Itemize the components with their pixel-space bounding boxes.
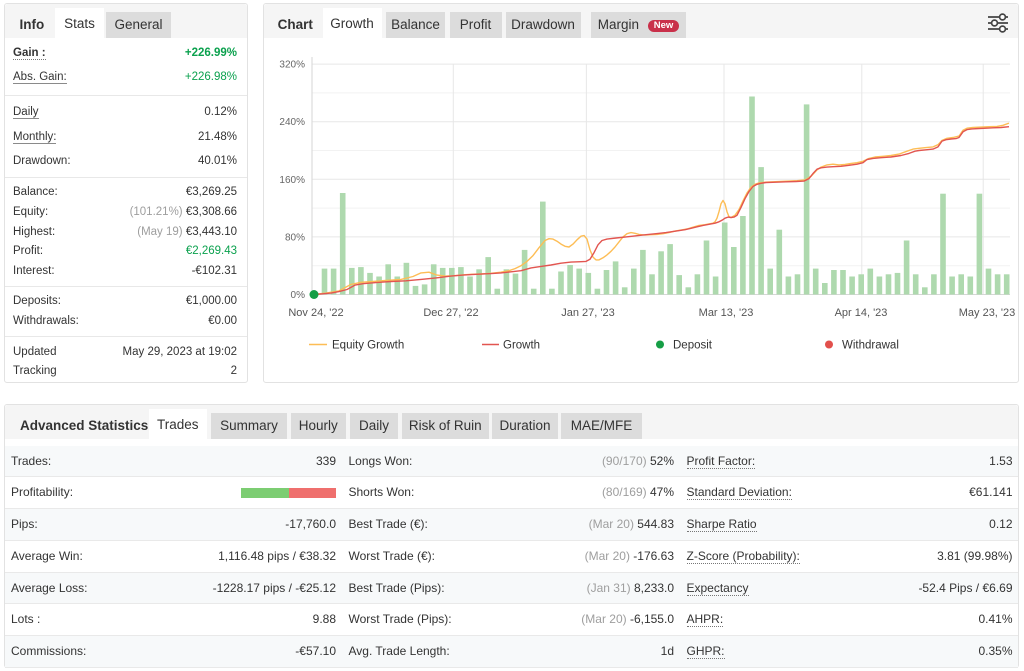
- svg-text:Withdrawal: Withdrawal: [842, 340, 899, 352]
- svg-text:Nov 24, '22: Nov 24, '22: [288, 307, 343, 319]
- svg-text:0%: 0%: [291, 290, 306, 301]
- svg-text:240%: 240%: [279, 117, 305, 128]
- svg-text:320%: 320%: [279, 60, 305, 71]
- svg-text:Jan 27, '23: Jan 27, '23: [561, 307, 614, 319]
- svg-text:Deposit: Deposit: [673, 340, 713, 352]
- svg-text:Growth: Growth: [503, 340, 540, 352]
- svg-text:May 23, '23: May 23, '23: [959, 307, 1016, 319]
- svg-text:160%: 160%: [279, 175, 305, 186]
- svg-text:Mar 13, '23: Mar 13, '23: [699, 307, 754, 319]
- svg-text:Apr 14, '23: Apr 14, '23: [835, 307, 888, 319]
- svg-text:Equity Growth: Equity Growth: [332, 340, 404, 352]
- svg-text:Dec 27, '22: Dec 27, '22: [423, 307, 478, 319]
- svg-text:80%: 80%: [285, 232, 305, 243]
